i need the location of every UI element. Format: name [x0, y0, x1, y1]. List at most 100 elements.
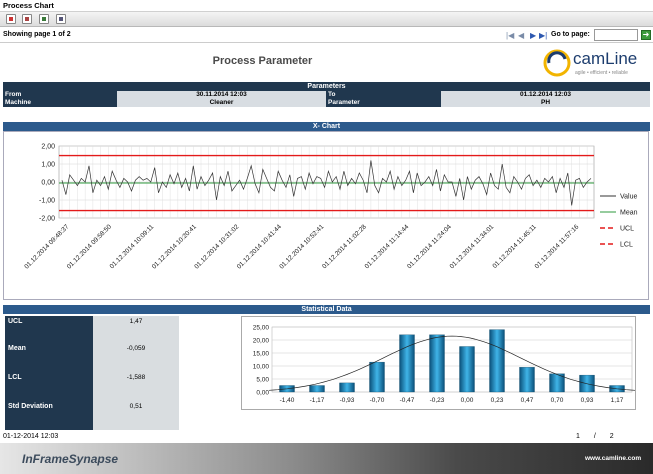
histogram-bar	[489, 329, 505, 393]
y-tick-label: 5,00	[256, 377, 269, 384]
x-tick-label: 01.12.2014 10:41:44	[236, 223, 283, 270]
x-tick-label: 1,17	[611, 397, 624, 404]
footer-date: 01-12-2014 12:03	[3, 433, 59, 440]
x-tick-label: 01.12.2014 11:14:44	[364, 223, 411, 270]
x-tick-label: 01.12.2014 11:02:28	[321, 223, 368, 270]
x-tick-label: 0,93	[581, 397, 594, 404]
legend-label: Value	[620, 194, 637, 201]
xchart-header: X- Chart	[3, 122, 650, 131]
x-tick-label: -0,47	[400, 397, 415, 404]
export-excel-icon[interactable]	[39, 14, 49, 24]
next-page-icon[interactable]: ▶	[530, 31, 537, 40]
histogram-bar	[549, 373, 565, 393]
camline-logo: camLine agile • efficient • reliable	[543, 47, 650, 79]
window-title: Process Chart	[3, 1, 54, 10]
x-tick-label: 0,70	[551, 397, 564, 404]
x-tick-label: 01.12.2014 09:48:37	[23, 223, 70, 270]
goto-page-input[interactable]	[594, 29, 638, 41]
parameters-header: Parameters	[3, 82, 650, 91]
plot-area	[271, 326, 633, 393]
x-tick-label: -1,17	[310, 397, 325, 404]
y-tick-label: 0,00	[256, 390, 269, 397]
stat-label-std: Std Deviation	[5, 401, 93, 430]
x-tick-label: 01.12.2014 10:52:41	[278, 223, 325, 270]
to-label: To	[326, 91, 441, 99]
export-pdf-icon[interactable]	[22, 14, 32, 24]
histogram-svg: 25,00 20,00 15,00 10,00 5,00 0,00 -1,40 -1,17 -0…	[253, 325, 636, 404]
brand-footer: InFrameSynapse www.camline.com	[0, 443, 653, 474]
brand-url[interactable]: www.camline.com	[585, 455, 642, 462]
y-tick-label: 10,00	[253, 364, 270, 371]
from-value: 30.11.2014 12:03	[117, 91, 326, 99]
histogram-bar	[459, 346, 475, 393]
from-label: From	[3, 91, 117, 99]
print-icon[interactable]	[6, 14, 16, 24]
machine-value: Cleaner	[117, 99, 326, 107]
stat-label-ucl: UCL	[5, 316, 93, 343]
stat-label-lcl: LCL	[5, 372, 93, 401]
x-tick-label: 01.12.2014 10:09:11	[109, 223, 156, 270]
histogram-bar	[519, 367, 535, 393]
y-tick-label: 2,00	[41, 144, 55, 151]
histogram-panel: 25,00 20,00 15,00 10,00 5,00 0,00 -1,40 -1,17 -0…	[241, 316, 636, 410]
y-tick-label: -2,00	[39, 216, 55, 223]
parameter-label: Parameter	[326, 99, 441, 107]
page-indicator: Showing page 1 of 2	[3, 31, 71, 38]
y-tick-label: 0,00	[41, 180, 55, 187]
previous-page-icon[interactable]: ◀	[518, 31, 525, 40]
footer-page-number: 1 / 2	[576, 433, 614, 440]
y-tick-label: -1,00	[39, 198, 55, 205]
x-tick-label: -0,70	[370, 397, 385, 404]
x-tick-label: -1,40	[280, 397, 295, 404]
statistics-header: Statistical Data	[3, 305, 650, 314]
to-value: 01.12.2014 12:03	[441, 91, 650, 99]
toolbar	[0, 12, 653, 27]
first-page-icon[interactable]: |◀	[506, 31, 515, 40]
logo-tagline: agile • efficient • reliable	[575, 70, 628, 76]
histogram-bar	[309, 385, 325, 393]
normal-curve	[268, 335, 636, 391]
y-tick-label: 1,00	[41, 162, 55, 169]
histogram-bar	[369, 361, 385, 393]
x-tick-label: -0,23	[430, 397, 445, 404]
x-tick-label: 01.12.2014 11:45:11	[491, 223, 538, 270]
save-icon[interactable]	[56, 14, 66, 24]
stat-value-mean: -0,059	[93, 343, 179, 372]
report-title: Process Parameter	[212, 55, 313, 67]
histogram-bar	[339, 382, 355, 393]
machine-label: Machine	[3, 99, 117, 107]
legend-label: Mean	[620, 210, 638, 217]
x-tick-label: 01.12.2014 11:34:01	[449, 223, 496, 270]
legend-label: UCL	[620, 226, 634, 233]
goto-page-label: Go to page:	[551, 31, 590, 38]
stat-value-std: 0,51	[93, 401, 179, 430]
x-tick-label: 01.12.2014 11:57:16	[534, 223, 581, 270]
x-tick-label: 0,00	[461, 397, 474, 404]
histogram-bar	[399, 334, 415, 393]
y-tick-label: 20,00	[253, 338, 270, 345]
x-tick-label: 0,47	[521, 397, 534, 404]
logo-text: camLine	[573, 49, 638, 68]
goto-page-button[interactable]: ➜	[641, 30, 651, 40]
legend-label: LCL	[620, 242, 633, 249]
value-series-line	[61, 160, 592, 206]
histogram-bar	[429, 334, 445, 393]
x-tick-label: -0,93	[340, 397, 355, 404]
window-title-bar: Process Chart	[0, 0, 653, 12]
x-tick-label: 0,23	[491, 397, 504, 404]
x-tick-label: 01.12.2014 10:20:41	[151, 223, 198, 270]
x-tick-label: 01.12.2014 11:24:04	[406, 223, 453, 270]
stat-value-ucl: 1,47	[93, 316, 179, 343]
pager-bar: Showing page 1 of 2 |◀ ◀ ▶ ▶| Go to page…	[0, 28, 653, 43]
x-tick-label: 01.12.2014 10:31:02	[193, 223, 240, 270]
y-tick-label: 15,00	[253, 351, 270, 358]
brand-name: InFrameSynapse	[22, 452, 119, 466]
stat-label-mean: Mean	[5, 343, 93, 372]
x-tick-label: 01.12.2014 09:58:50	[66, 223, 113, 270]
parameter-value: PH	[441, 99, 650, 107]
y-tick-label: 25,00	[253, 325, 270, 332]
stat-value-lcl: -1,588	[93, 372, 179, 401]
xchart-panel: 2,00 1,00 0,00 -1,00 -2,00 01.12.2014 09:48:3…	[3, 131, 649, 300]
last-page-icon[interactable]: ▶|	[539, 31, 548, 40]
